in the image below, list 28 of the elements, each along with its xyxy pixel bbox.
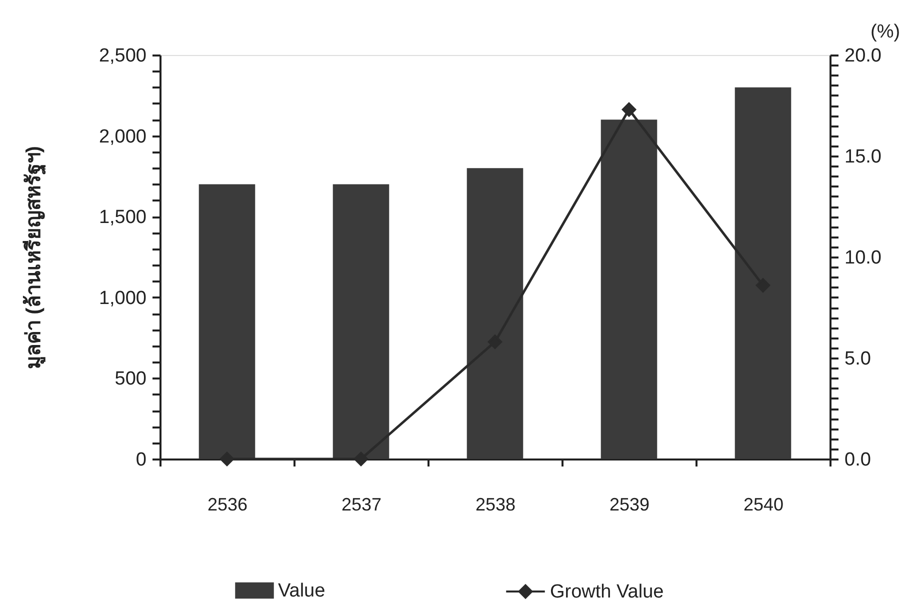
bar: [332, 184, 390, 459]
y2-tick-label: 15.0: [844, 146, 882, 168]
y2-axis-title: (%): [870, 22, 900, 42]
x-tick-label: 2539: [609, 494, 650, 514]
point: [622, 102, 636, 117]
y-tick-label: 1,500: [98, 207, 146, 228]
y-tick-label: 2,000: [98, 126, 146, 148]
bar: [600, 120, 658, 459]
bar: [734, 87, 792, 459]
x-tick-label: 2536: [207, 494, 248, 514]
y-tick-label: 1,000: [98, 288, 146, 309]
legend-label: Growth Value: [550, 582, 664, 602]
point: [354, 452, 368, 466]
x-tick-label: 2538: [475, 494, 516, 514]
y2-tick-label: 5.0: [844, 348, 871, 370]
y2-tick-label: 10.0: [844, 248, 882, 268]
x-tick-label: 2537: [341, 494, 382, 514]
legend-label: Value: [278, 580, 326, 602]
y2-tick-label: 20.0: [844, 46, 882, 66]
y-tick-label: 0: [136, 450, 146, 470]
point: [220, 452, 234, 466]
y-tick-label: 500: [114, 368, 146, 390]
x-tick-label: 2540: [743, 494, 784, 514]
bar: [198, 184, 256, 459]
y-tick-label: 2,500: [98, 46, 146, 66]
y2-tick-label: 0.0: [844, 450, 871, 470]
y-axis-title: มูลค่า (ล้านเหรียญสหรัฐฯ): [22, 146, 47, 369]
bar: [466, 168, 524, 459]
